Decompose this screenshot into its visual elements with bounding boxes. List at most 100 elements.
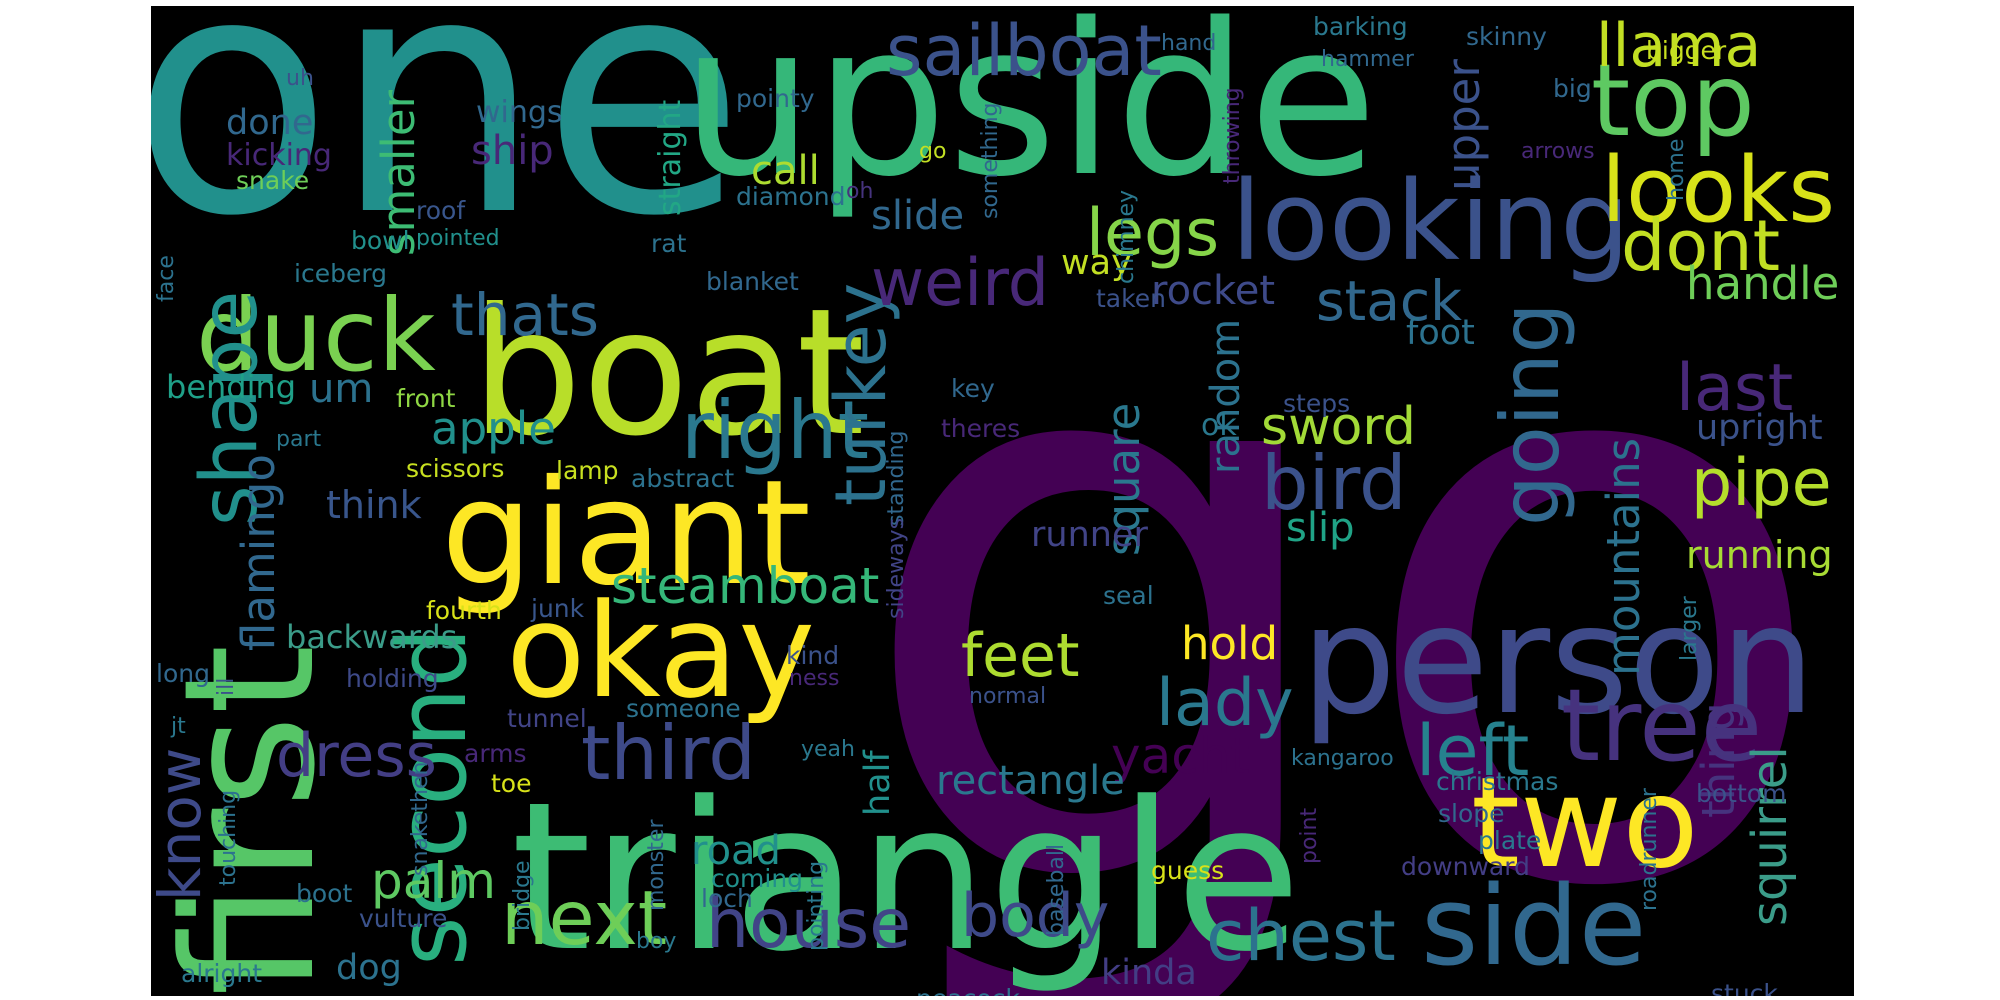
word-chest: chest [1206,895,1396,977]
word-toe: toe [491,769,532,798]
word-normal: normal [969,684,1047,709]
word-loch: loch [701,884,753,913]
word-palm: palm [371,852,496,910]
word-oh: oh [846,179,874,204]
word-boot: boot [296,879,353,908]
word-backwards: backwards [286,618,458,656]
word-home: home [1664,138,1689,201]
word-uh: uh [286,66,314,91]
word-upper: upper [1437,59,1490,191]
word-long: long [156,659,210,688]
word-slip: slip [1286,505,1355,551]
word-rectangle: rectangle [936,758,1125,804]
word-bottom: bottom [1696,779,1787,808]
word-barking: barking [1313,12,1408,41]
word-straight: straight [653,99,688,216]
word-mountains: mountains [1597,437,1650,676]
word-duck: duck [196,277,436,394]
word-kind: kind [786,641,840,670]
word-legs: legs [1086,196,1220,271]
word-boat: boat [471,272,866,475]
word-chimney: chimney [1114,189,1139,284]
word-boy: boy [636,929,677,954]
word-steps: steps [1283,389,1351,418]
word-roadrunner: roadrunner [1637,788,1662,911]
word-point: point [1297,807,1322,864]
word-okay: okay [506,575,816,727]
word-christmas: christmas [1436,767,1559,796]
word-going: going [1484,302,1577,526]
word-sideways: sideways [884,517,909,619]
word-iceberg: iceberg [294,259,388,288]
word-body: body [961,881,1110,951]
word-roof: roof [416,196,466,225]
word-snake: snake [236,166,310,195]
word-kinda: kinda [1101,953,1197,993]
word-yacht: yacht [1111,727,1251,785]
word-right: right [681,384,869,477]
word-lamp: lamp [556,456,619,485]
word-wings: wings [476,95,563,130]
word-face: face [154,255,179,302]
word-dress: dress [276,721,437,791]
word-diamond: diamond [736,182,846,211]
word-go: go [919,139,947,164]
word-ill: ill [214,677,239,696]
word-blanket: blanket [706,267,799,296]
word-hold: hold [1181,617,1279,670]
word-upside: upside [681,6,1378,223]
word-guess: guess [1151,856,1225,885]
word-plate: plate [1478,826,1542,855]
word-monster: monster [644,819,669,911]
word-big: big [1553,74,1592,103]
word-last: last [1676,351,1794,426]
word-two: two [1471,751,1699,896]
word-rat: rat [651,229,687,258]
word-coming: coming [711,864,804,893]
word-runner: runner [1031,515,1148,555]
word-weird: weird [871,246,1050,321]
word-pointy: pointy [736,84,815,113]
word-person: person [1301,574,1816,748]
word-slope: slope [1438,799,1505,828]
word-hand: hand [1161,31,1217,56]
word-sword: sword [1261,397,1416,457]
word-ship: ship [471,128,554,174]
word-pointed: pointed [416,226,500,251]
word-baseball: baseball [1044,843,1069,936]
word-feet: feet [961,621,1080,691]
word-vulture: vulture [359,904,448,933]
word-bending: bending [166,368,297,406]
word-abstract: abstract [631,464,735,493]
word-way: way [1061,243,1132,283]
word-someone: someone [626,694,741,723]
word-dog: dog [336,948,402,988]
word-um: um [309,366,374,412]
word-steamboat: steamboat [611,557,880,615]
word-house: house [706,885,912,964]
word-pipe: pipe [1691,446,1832,521]
word-third: third [581,709,756,797]
word-bowl: bowl [351,226,410,255]
word-part: part [276,427,322,452]
word-triangle: triangle [511,759,1302,996]
word-squirrel: squirrel [1742,746,1798,926]
word-think: think [326,483,422,527]
word-pointing: pointing [804,860,829,951]
word-lady: lady [1156,666,1294,741]
word-tree: tree [1561,667,1763,784]
word-peacock: peacock [916,986,1020,996]
word-running: running [1686,533,1833,577]
word-kangaroo: kangaroo [1291,746,1394,771]
word-bridge: bridge [510,860,535,931]
word-touching: touching [216,789,241,886]
word-giant: giant [441,449,811,618]
word-tunnel: tunnel [507,704,587,733]
word-seal: seal [1103,581,1154,610]
word-half: half [858,750,898,816]
word-hammer: hammer [1321,47,1414,72]
word-handle: handle [1686,257,1840,310]
word-fourth: fourth [426,596,502,625]
word-arrows: arrows [1521,139,1595,164]
word-alright: alright [181,959,263,988]
